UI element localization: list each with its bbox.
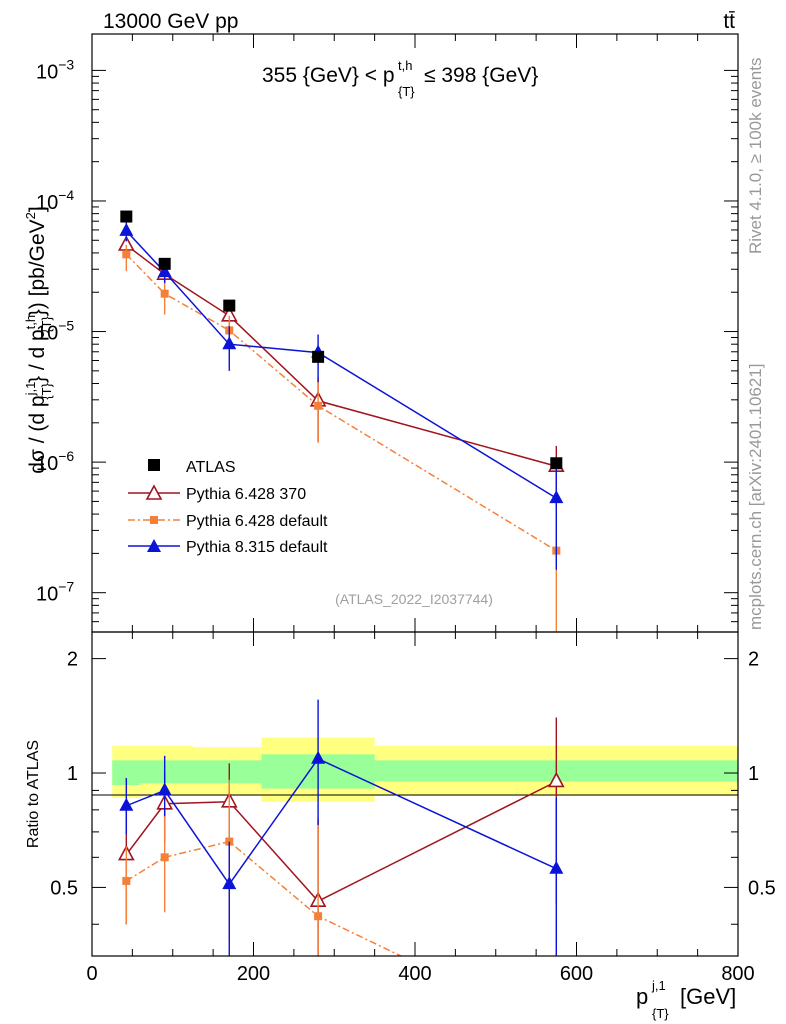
main-point-pythia-6-428-default — [122, 250, 131, 259]
legend-marker-pythia8-default — [147, 539, 161, 552]
main-y-tick-label: 10−3 — [36, 56, 74, 83]
x-tick-label: 0 — [86, 963, 97, 985]
cut-title-sup: t,h — [398, 58, 412, 73]
ratio-y-axis-label: Ratio to ATLAS — [25, 740, 42, 848]
main-point-pythia-8-315-default — [119, 222, 134, 236]
ratio-y-tick-label-right: 0.5 — [748, 877, 776, 899]
main-line-pythia-6-428-370 — [125, 244, 557, 467]
ratio-point-pythia-6-428-default — [314, 912, 323, 921]
x-axis-label: p j,1 {T} [GeV] — [636, 978, 736, 1021]
legend-label-pythia6-370: Pythia 6.428 370 — [186, 486, 306, 503]
ratio-point-pythia-8-315-default — [549, 860, 564, 874]
x-tick-label: 800 — [721, 963, 754, 985]
main-point-pythia-8-315-default — [157, 264, 172, 278]
main-point-pythia-6-428-default — [314, 401, 323, 410]
ratio-y-tick-label: 1 — [67, 763, 78, 785]
main-y-tick-label: 10−5 — [36, 318, 74, 345]
cut-title-sub: {T} — [398, 84, 415, 99]
x-tick-label: 200 — [237, 963, 270, 985]
ratio-y-tick-label: 0.5 — [50, 877, 78, 899]
main-point-atlas — [120, 210, 133, 223]
legend-marker-pythia6-default — [150, 516, 158, 524]
main-y-tick-label: 10−4 — [36, 187, 74, 214]
legend-label-pythia6-default: Pythia 6.428 default — [186, 513, 328, 530]
main-point-pythia-8-315-default — [222, 336, 237, 350]
main-point-atlas — [550, 457, 563, 470]
mcplots-reference-label: mcplots.cern.ch [arXiv:2401.10621] — [746, 363, 765, 630]
cut-title-left: 355 {GeV} < p — [262, 64, 395, 87]
process-label: tt̄ — [723, 10, 735, 33]
ratio-y-tick-label: 2 — [67, 649, 78, 671]
main-point-atlas — [312, 350, 325, 363]
ratio-data-series — [117, 699, 565, 957]
ratio-point-pythia-8-315-default — [157, 782, 172, 796]
ratio-point-pythia-6-428-default — [160, 853, 169, 862]
main-axis-ticks: 10−7 10−6 10−5 10−4 10−3 — [36, 34, 739, 633]
analysis-watermark: (ATLAS_2022_I2037744) — [335, 591, 493, 607]
ratio-y-tick-label-right: 2 — [748, 649, 759, 671]
main-y-tick-label: 10−7 — [36, 579, 74, 606]
ratio-point-pythia-8-315-default — [222, 876, 237, 890]
ratio-point-pythia-6-428-370 — [547, 771, 565, 788]
legend: ATLAS Pythia 6.428 370 Pythia 6.428 defa… — [128, 459, 328, 556]
legend-marker-atlas — [148, 459, 160, 471]
x-tick-label: 400 — [398, 963, 431, 985]
rivet-version-label: Rivet 4.1.0, ≥ 100k events — [746, 57, 765, 254]
x-axis-label-unit: [GeV] — [680, 984, 736, 1009]
x-tick-label: 600 — [560, 963, 593, 985]
main-point-pythia-8-315-default — [549, 490, 564, 504]
x-axis-label-sup: j,1 — [651, 978, 666, 993]
main-y-tick-label: 10−6 — [36, 448, 74, 475]
main-point-pythia-6-428-default — [160, 289, 169, 298]
ratio-axis-ticks: 0.5 0.5 1 1 2 2 0 200 400 600 800 — [50, 632, 776, 985]
ratio-point-pythia-8-315-default — [119, 797, 134, 811]
legend-label-pythia8-default: Pythia 8.315 default — [186, 539, 328, 556]
ratio-point-pythia-6-428-default — [122, 876, 131, 885]
main-point-atlas — [223, 299, 236, 312]
ratio-series-pythia-8-315-default — [119, 699, 564, 956]
x-axis-label-p: p — [636, 984, 648, 1009]
main-series-atlas — [120, 210, 563, 470]
main-y-axis-label: dσ / (d pj,1{T}} / d pt,h{T}}) [pb/GeV2] — [23, 206, 54, 473]
collision-label: 13000 GeV pp — [103, 10, 238, 33]
main-line-pythia-6-428-default — [125, 253, 557, 552]
cut-title-right: ≤ 398 {GeV} — [424, 64, 538, 87]
main-point-atlas — [158, 257, 171, 270]
main-y-axis-label-text: dσ / (d pj,1{T}} / d pt,h{T}}) [pb/GeV2] — [23, 206, 54, 473]
ratio-series-pythia-6-428-default — [122, 779, 558, 957]
ratio-point-pythia-8-315-default — [311, 750, 326, 764]
x-axis-label-sub: {T} — [652, 1006, 669, 1021]
main-data-series — [117, 210, 565, 632]
ratio-stat-band — [140, 760, 193, 784]
ratio-uncertainty-bands — [112, 737, 738, 802]
legend-marker-pythia6-370 — [145, 484, 163, 500]
cut-title: 355 {GeV} < p t,h {T} ≤ 398 {GeV} — [262, 58, 538, 99]
ratio-y-tick-label-right: 1 — [748, 763, 759, 785]
main-series-pythia-6-428-default — [122, 245, 561, 632]
ratio-stat-band — [192, 760, 262, 784]
legend-label-atlas: ATLAS — [186, 459, 236, 476]
